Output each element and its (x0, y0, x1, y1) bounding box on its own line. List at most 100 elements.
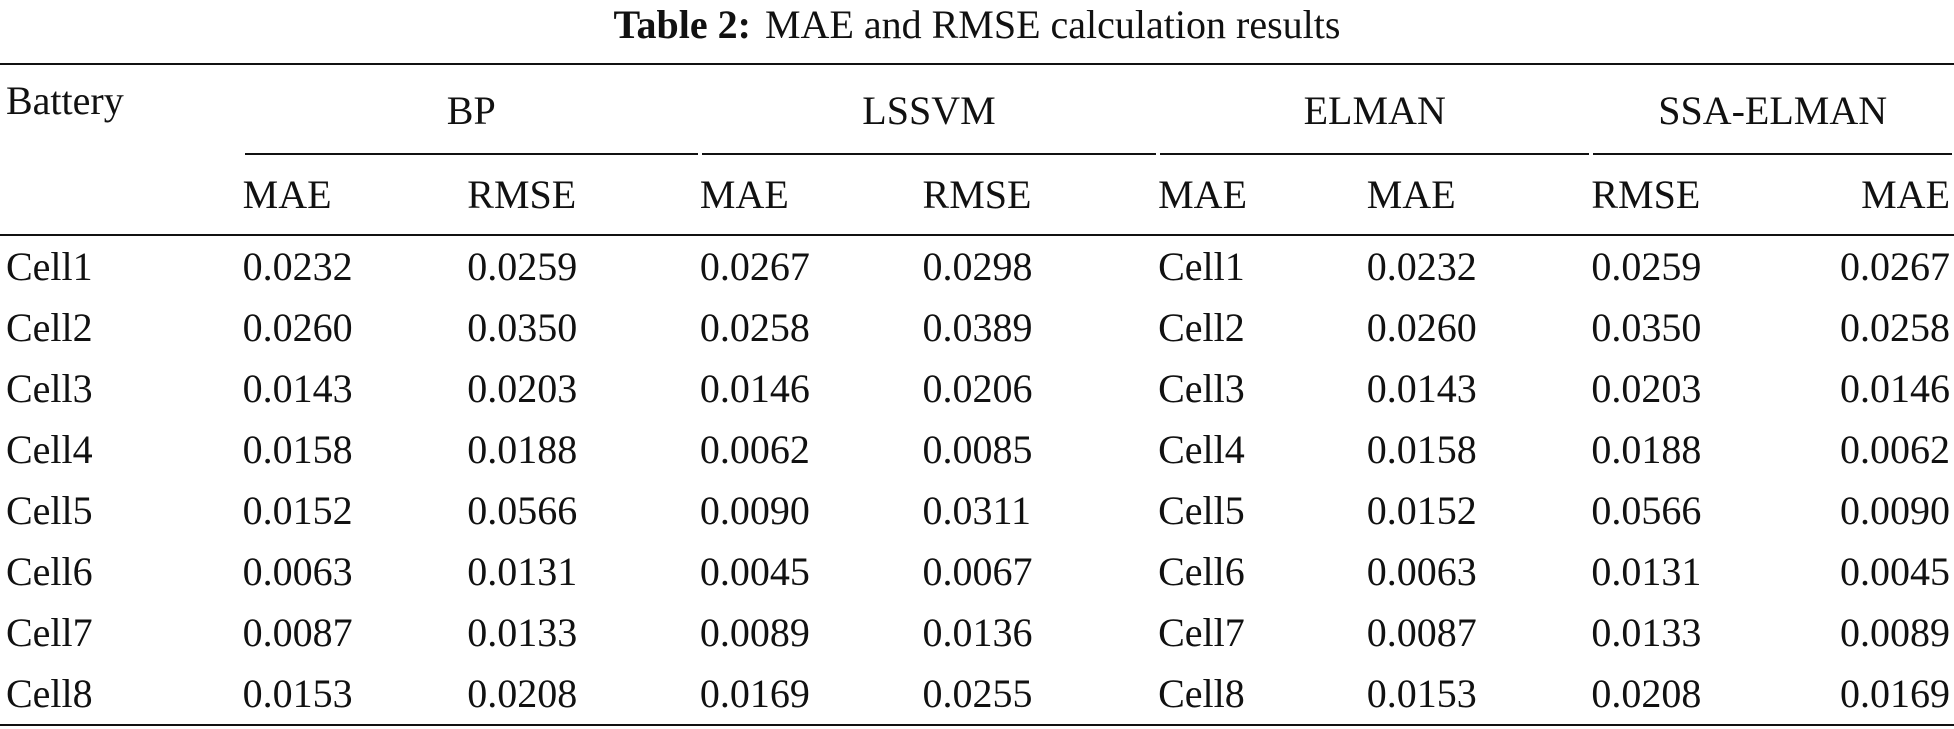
battery-name-cell: Cell1 (6, 244, 93, 289)
battery-name-cell: Cell5 (6, 488, 93, 533)
value-cell: Cell7 (1158, 610, 1245, 655)
value-cell: 0.0566 (1591, 488, 1702, 533)
metric-header: RMSE (1591, 155, 1822, 236)
metric-header-row: MAE RMSE MAE RMSE MAE MAE RMSE MAE (0, 155, 1954, 236)
battery-name-cell: Cell2 (6, 305, 93, 350)
value-cell: 0.0203 (1591, 366, 1702, 411)
value-cell: 0.0090 (1840, 488, 1950, 533)
value-cell: 0.0045 (1840, 549, 1950, 594)
metric-header-blank (0, 155, 243, 236)
value-cell: 0.0232 (242, 244, 353, 289)
value-cell: 0.0188 (467, 427, 578, 472)
value-cell: 0.0087 (1366, 610, 1477, 655)
value-cell: Cell2 (1158, 305, 1245, 350)
value-cell: 0.0152 (242, 488, 353, 533)
value-cell: 0.0260 (242, 305, 353, 350)
value-cell: 0.0131 (467, 549, 578, 594)
value-cell: 0.0085 (922, 427, 1033, 472)
value-cell: 0.0067 (922, 549, 1033, 594)
table-row: Cell6 0.0063 0.0131 0.0045 0.0067 Cell6 … (0, 541, 1954, 602)
metric-header: MAE (1158, 155, 1367, 236)
value-cell: 0.0169 (1840, 671, 1950, 716)
value-cell: 0.0260 (1366, 305, 1477, 350)
value-cell: Cell8 (1158, 671, 1245, 716)
value-cell: 0.0158 (1366, 427, 1477, 472)
value-cell: 0.0133 (1591, 610, 1702, 655)
value-cell: 0.0566 (467, 488, 578, 533)
value-cell: 0.0350 (467, 305, 578, 350)
value-cell: 0.0203 (467, 366, 578, 411)
value-cell: 0.0045 (699, 549, 810, 594)
value-cell: Cell4 (1158, 427, 1245, 472)
group-header-lssvm: LSSVM (700, 64, 1158, 155)
value-cell: 0.0255 (922, 671, 1033, 716)
value-cell: 0.0232 (1366, 244, 1477, 289)
value-cell: 0.0062 (699, 427, 810, 472)
value-cell: 0.0267 (699, 244, 810, 289)
value-cell: 0.0158 (242, 427, 353, 472)
group-header-bp: BP (243, 64, 700, 155)
value-cell: Cell3 (1158, 366, 1245, 411)
caption-text: MAE and RMSE calculation results (764, 2, 1341, 47)
value-cell: 0.0133 (467, 610, 578, 655)
value-cell: 0.0389 (922, 305, 1033, 350)
group-header-elman: ELMAN (1158, 64, 1591, 155)
value-cell: 0.0087 (242, 610, 353, 655)
value-cell: 0.0090 (699, 488, 810, 533)
battery-name-cell: Cell6 (6, 549, 93, 594)
metric-header: RMSE (467, 155, 700, 236)
value-cell: 0.0259 (467, 244, 578, 289)
value-cell: 0.0146 (699, 366, 810, 411)
value-cell: Cell5 (1158, 488, 1245, 533)
value-cell: Cell1 (1158, 244, 1245, 289)
metric-header: MAE (1822, 155, 1954, 236)
value-cell: 0.0152 (1366, 488, 1477, 533)
table-row: Cell3 0.0143 0.0203 0.0146 0.0206 Cell3 … (0, 358, 1954, 419)
table-caption: Table 2: MAE and RMSE calculation results (0, 0, 1954, 58)
value-cell: 0.0350 (1591, 305, 1702, 350)
value-cell: 0.0143 (1366, 366, 1477, 411)
metric-header: MAE (699, 155, 923, 236)
value-cell: 0.0206 (922, 366, 1033, 411)
metric-header: RMSE (922, 155, 1159, 236)
battery-name-cell: Cell4 (6, 427, 93, 472)
battery-column-header: Battery (6, 78, 124, 123)
value-cell: 0.0153 (1366, 671, 1477, 716)
metric-header: MAE (242, 155, 468, 236)
value-cell: 0.0208 (1591, 671, 1702, 716)
value-cell: 0.0258 (1840, 305, 1950, 350)
battery-name-cell: Cell3 (6, 366, 93, 411)
table-row: Cell1 0.0232 0.0259 0.0267 0.0298 Cell1 … (0, 235, 1954, 297)
value-cell: 0.0169 (699, 671, 810, 716)
value-cell: 0.0258 (699, 305, 810, 350)
table-row: Cell7 0.0087 0.0133 0.0089 0.0136 Cell7 … (0, 602, 1954, 663)
group-header-ssa-elman: SSA-ELMAN (1591, 64, 1954, 155)
value-cell: 0.0089 (1840, 610, 1950, 655)
caption-label: Table 2: (613, 2, 751, 47)
value-cell: 0.0298 (922, 244, 1033, 289)
value-cell: 0.0208 (467, 671, 578, 716)
value-cell: 0.0146 (1840, 366, 1950, 411)
value-cell: 0.0267 (1840, 244, 1950, 289)
value-cell: 0.0131 (1591, 549, 1702, 594)
value-cell: 0.0063 (242, 549, 353, 594)
value-cell: 0.0311 (922, 488, 1032, 533)
table-row: Cell2 0.0260 0.0350 0.0258 0.0389 Cell2 … (0, 297, 1954, 358)
metric-header: MAE (1366, 155, 1592, 236)
battery-name-cell: Cell8 (6, 671, 93, 716)
group-header-row: Battery BP LSSVM ELMAN SSA-ELMAN (0, 64, 1954, 155)
table-row: Cell8 0.0153 0.0208 0.0169 0.0255 Cell8 … (0, 663, 1954, 725)
value-cell: 0.0089 (699, 610, 810, 655)
value-cell: 0.0062 (1840, 427, 1950, 472)
value-cell: 0.0188 (1591, 427, 1702, 472)
value-cell: 0.0136 (922, 610, 1033, 655)
results-table: Battery BP LSSVM ELMAN SSA-ELMAN MAE RMS… (0, 63, 1954, 726)
value-cell: 0.0153 (242, 671, 353, 716)
value-cell: 0.0143 (242, 366, 353, 411)
table-row: Cell5 0.0152 0.0566 0.0090 0.0311 Cell5 … (0, 480, 1954, 541)
value-cell: 0.0063 (1366, 549, 1477, 594)
value-cell: 0.0259 (1591, 244, 1702, 289)
value-cell: Cell6 (1158, 549, 1245, 594)
battery-name-cell: Cell7 (6, 610, 93, 655)
table-row: Cell4 0.0158 0.0188 0.0062 0.0085 Cell4 … (0, 419, 1954, 480)
